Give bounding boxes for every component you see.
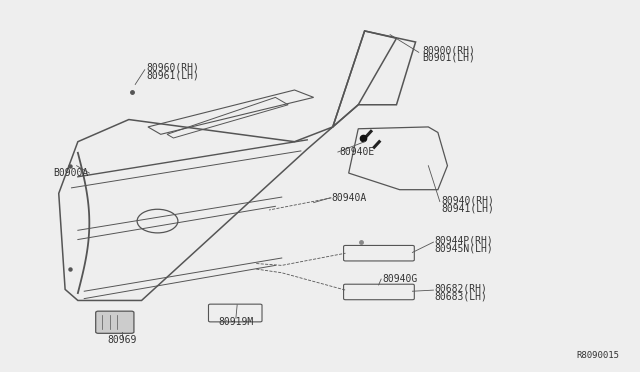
Text: 80961(LH): 80961(LH) (147, 70, 200, 80)
Text: R8090015: R8090015 (577, 350, 620, 359)
Text: 80944P(RH): 80944P(RH) (435, 235, 493, 246)
Text: 80940G: 80940G (383, 274, 418, 284)
Text: 80960(RH): 80960(RH) (147, 62, 200, 72)
Text: B0901(LH): B0901(LH) (422, 53, 475, 63)
Text: 80940A: 80940A (332, 193, 367, 203)
Text: 80945N(LH): 80945N(LH) (435, 244, 493, 254)
FancyBboxPatch shape (96, 311, 134, 333)
Text: 80940(RH): 80940(RH) (441, 195, 494, 205)
Text: 80900(RH): 80900(RH) (422, 45, 475, 55)
Text: 80683(LH): 80683(LH) (435, 292, 488, 302)
Text: 80941(LH): 80941(LH) (441, 203, 494, 213)
Text: 80969: 80969 (108, 335, 137, 345)
Text: B0900A: B0900A (54, 168, 89, 178)
Text: 80682(RH): 80682(RH) (435, 283, 488, 294)
Text: 80940E: 80940E (339, 147, 374, 157)
Text: 80919M: 80919M (218, 317, 253, 327)
